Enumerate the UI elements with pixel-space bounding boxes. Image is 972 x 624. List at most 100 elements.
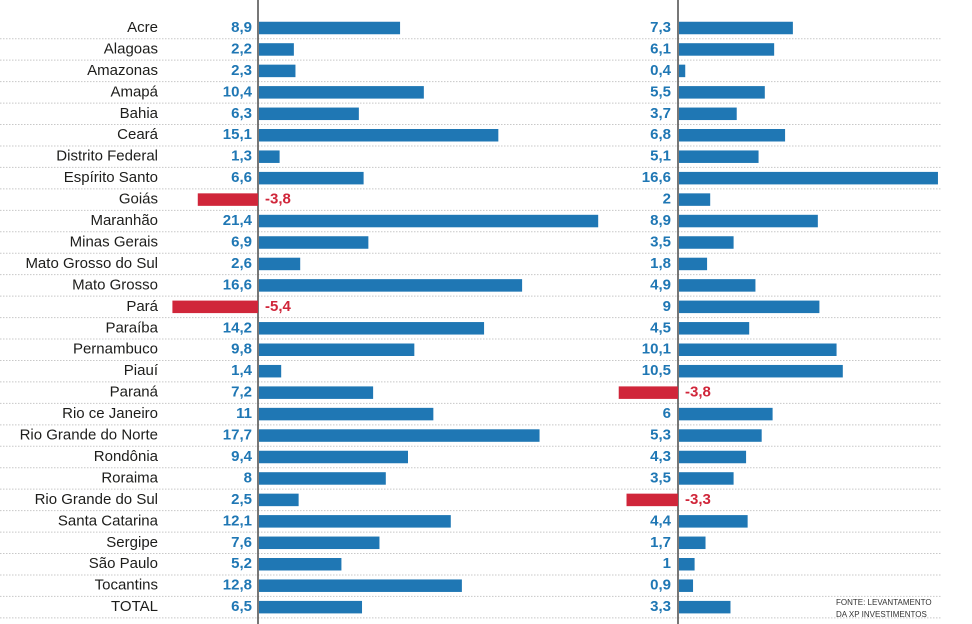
bar-right-minas-gerais <box>679 236 734 249</box>
gridlines <box>0 38 942 619</box>
bar-right-parana <box>618 386 678 399</box>
value-label-left-bahia: 6,3 <box>231 105 252 122</box>
state-label-acre: Acre <box>127 19 158 36</box>
state-label-rio-grande-do-sul: Rio Grande do Sul <box>35 491 158 508</box>
bar-left-total <box>259 600 363 614</box>
value-label-right-distrito-federal: 5,1 <box>650 148 671 165</box>
bar-right-rio-grande-do-sul <box>626 493 678 507</box>
value-label-right-sao-paulo: 1 <box>663 555 671 572</box>
value-label-left-goias: -3,8 <box>265 191 291 208</box>
bar-right-rio-grande-do-norte <box>679 429 762 442</box>
state-label-rondonia: Rondônia <box>94 448 159 465</box>
state-label-sao-paulo: São Paulo <box>89 555 158 572</box>
bar-left-goias <box>197 193 258 206</box>
value-label-right-mato-grosso-do-sul: 1,8 <box>650 255 671 272</box>
bar-left-ceara <box>259 129 499 142</box>
value-label-left-distrito-federal: 1,3 <box>231 148 252 165</box>
bar-right-santa-catarina <box>679 515 748 528</box>
state-label-tocantins: Tocantins <box>95 577 158 594</box>
value-label-left-ceara: 15,1 <box>223 126 252 143</box>
value-label-right-bahia: 3,7 <box>650 105 671 122</box>
panel-left: 8,9 2,2 2,3 10,4 6,3 15,1 1,3 6,6 -3,8 21,4 6,9 2,6… <box>172 19 599 615</box>
state-label-amazonas: Amazonas <box>87 62 158 79</box>
bar-right-amapa <box>679 86 765 99</box>
value-label-left-mato-grosso-do-sul: 2,6 <box>231 255 252 272</box>
value-label-right-amazonas: 0,4 <box>650 62 672 79</box>
value-label-right-amapa: 5,5 <box>650 83 671 100</box>
value-label-right-para: 9 <box>663 298 671 315</box>
panel-right: 7,3 6,1 0,4 5,5 3,7 6,8 5,1 16,6 2 8,9 3,5 1,8 4,9 9 4… <box>618 19 938 615</box>
value-label-right-alagoas: 6,1 <box>650 40 671 57</box>
value-label-left-rio-grande-do-norte: 17,7 <box>223 427 252 444</box>
state-label-mato-grosso: Mato Grosso <box>72 276 158 293</box>
state-label-piaui: Piauí <box>124 362 159 379</box>
bar-left-rio-grande-do-sul <box>259 493 299 507</box>
bar-left-para <box>172 300 258 314</box>
bar-right-alagoas <box>679 43 775 56</box>
bar-right-bahia <box>679 107 737 121</box>
state-label-ceara: Ceará <box>117 126 159 143</box>
bar-right-pernambuco <box>679 343 837 356</box>
bar-left-santa-catarina <box>259 515 451 528</box>
state-label-rio-grande-do-norte: Rio Grande do Norte <box>20 427 158 444</box>
bar-right-rondonia <box>679 450 747 464</box>
state-label-maranhao: Maranhão <box>90 212 158 229</box>
state-label-alagoas: Alagoas <box>104 40 158 57</box>
value-label-right-ceara: 6,8 <box>650 126 671 143</box>
bar-right-ceara <box>679 129 786 142</box>
bar-left-paraiba <box>259 322 485 335</box>
value-label-left-alagoas: 2,2 <box>231 40 252 57</box>
value-label-left-espirito-santo: 6,6 <box>231 169 252 186</box>
bar-left-amapa <box>259 86 424 99</box>
value-label-right-roraima: 3,5 <box>650 469 671 486</box>
state-label-minas-gerais: Minas Gerais <box>70 233 158 250</box>
state-label-rio-ce-janeiro: Rio ce Janeiro <box>62 405 158 422</box>
bar-left-amazonas <box>259 64 296 78</box>
bar-left-rio-ce-janeiro <box>259 407 434 421</box>
state-label-santa-catarina: Santa Catarina <box>58 512 159 529</box>
value-label-left-total: 6,5 <box>231 598 252 615</box>
value-label-left-sao-paulo: 5,2 <box>231 555 252 572</box>
value-label-right-rondonia: 4,3 <box>650 448 671 465</box>
value-label-right-rio-grande-do-norte: 5,3 <box>650 427 671 444</box>
bar-left-mato-grosso-do-sul <box>259 257 301 271</box>
value-label-left-sergipe: 7,6 <box>231 534 252 551</box>
bar-left-maranhao <box>259 214 599 228</box>
bar-right-goias <box>679 193 711 206</box>
value-label-left-tocantins: 12,8 <box>223 577 252 594</box>
bar-left-sergipe <box>259 536 380 550</box>
bar-left-roraima <box>259 472 386 485</box>
state-label-paraiba: Paraíba <box>105 319 158 336</box>
value-label-right-piaui: 10,5 <box>642 362 671 379</box>
value-label-left-rondonia: 9,4 <box>231 448 253 465</box>
value-label-right-santa-catarina: 4,4 <box>650 512 672 529</box>
value-label-right-goias: 2 <box>663 191 671 208</box>
bar-right-rio-ce-janeiro <box>679 407 773 421</box>
value-label-left-santa-catarina: 12,1 <box>223 512 252 529</box>
bar-left-rondonia <box>259 450 408 464</box>
state-label-amapa: Amapá <box>110 83 158 100</box>
bar-right-piaui <box>679 364 843 378</box>
state-label-parana: Paraná <box>110 384 159 401</box>
state-label-bahia: Bahia <box>120 105 159 122</box>
value-label-left-para: -5,4 <box>265 298 292 315</box>
bar-left-rio-grande-do-norte <box>259 429 540 442</box>
source-note-line-2: DA XP INVESTIMENTOS <box>836 610 927 619</box>
bar-right-sergipe <box>679 536 706 550</box>
value-label-left-acre: 8,9 <box>231 19 252 36</box>
bar-right-mato-grosso-do-sul <box>679 257 708 271</box>
state-label-roraima: Roraima <box>101 469 158 486</box>
value-label-right-pernambuco: 10,1 <box>642 341 671 358</box>
bar-right-tocantins <box>679 579 694 592</box>
bar-left-pernambuco <box>259 343 415 356</box>
value-label-left-pernambuco: 9,8 <box>231 341 252 358</box>
value-label-left-parana: 7,2 <box>231 384 252 401</box>
value-label-left-rio-grande-do-sul: 2,5 <box>231 491 252 508</box>
bar-left-mato-grosso <box>259 279 523 292</box>
bar-right-total <box>679 600 731 614</box>
state-label-distrito-federal: Distrito Federal <box>56 148 158 165</box>
value-label-right-acre: 7,3 <box>650 19 671 36</box>
bar-right-maranhao <box>679 214 818 228</box>
value-label-left-roraima: 8 <box>244 469 252 486</box>
